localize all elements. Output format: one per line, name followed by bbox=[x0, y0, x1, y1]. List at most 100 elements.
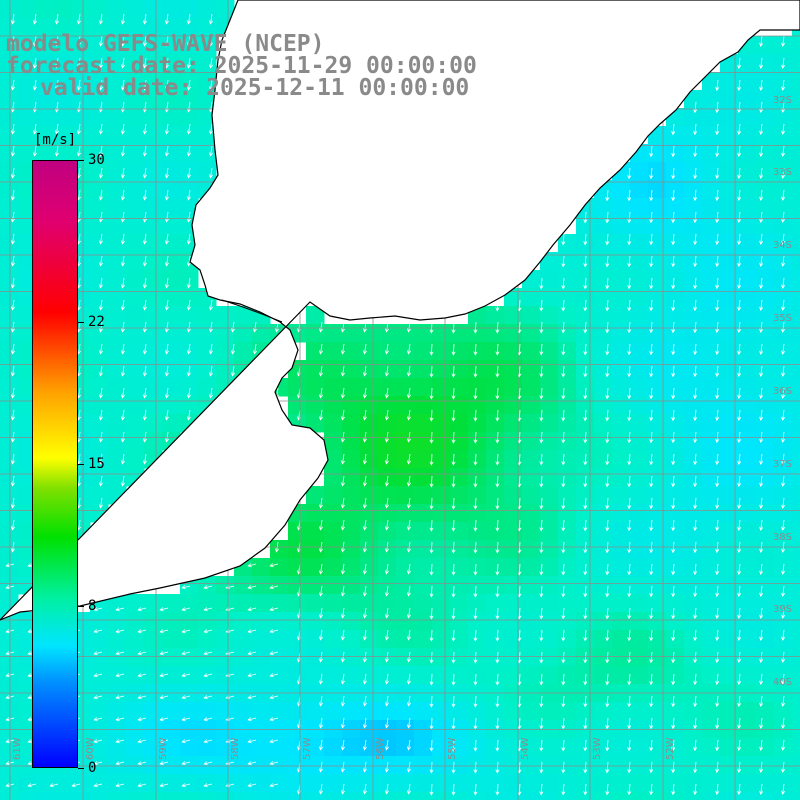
wind-arrow bbox=[362, 453, 367, 465]
wind-arrow bbox=[10, 519, 15, 531]
wind-cell bbox=[342, 414, 361, 433]
wind-cell bbox=[450, 432, 469, 451]
wind-cell bbox=[432, 630, 451, 649]
wind-cell bbox=[396, 558, 415, 577]
wind-cell bbox=[720, 666, 739, 685]
wind-arrow bbox=[693, 145, 698, 158]
wind-arrow bbox=[671, 321, 676, 334]
wind-cell bbox=[702, 792, 721, 800]
wind-cell bbox=[0, 450, 19, 469]
wind-cell bbox=[342, 612, 361, 631]
wind-arrow bbox=[583, 409, 588, 422]
wind-arrow bbox=[384, 673, 389, 685]
wind-cell bbox=[468, 666, 487, 685]
wind-cell bbox=[648, 648, 667, 667]
wind-cell bbox=[306, 738, 325, 757]
wind-cell bbox=[90, 432, 109, 451]
wind-cell bbox=[432, 468, 451, 487]
wind-arrow bbox=[627, 475, 632, 488]
wind-arrow bbox=[10, 13, 15, 25]
wind-cell bbox=[594, 522, 613, 541]
wind-cell bbox=[54, 90, 73, 109]
wind-arrow bbox=[10, 497, 15, 509]
wind-arrow bbox=[120, 343, 125, 355]
wind-cell bbox=[162, 108, 181, 127]
wind-cell bbox=[72, 0, 91, 19]
wind-cell bbox=[162, 36, 181, 55]
wind-cell bbox=[144, 396, 163, 415]
wind-arrow bbox=[203, 651, 213, 656]
wind-arrow bbox=[340, 717, 345, 729]
wind-arrow bbox=[781, 519, 786, 531]
wind-arrow bbox=[340, 629, 345, 641]
wind-arrow bbox=[230, 321, 235, 333]
wind-arrow bbox=[781, 145, 786, 157]
wind-cell bbox=[18, 468, 37, 487]
wind-cell bbox=[396, 324, 415, 343]
wind-arrow bbox=[649, 453, 654, 466]
wind-cell bbox=[738, 576, 757, 595]
wind-cell bbox=[324, 702, 343, 721]
wind-arrow bbox=[627, 453, 632, 466]
wind-cell bbox=[756, 738, 775, 757]
wind-arrow bbox=[759, 497, 764, 509]
wind-arrow bbox=[693, 761, 698, 774]
wind-arrow bbox=[759, 651, 764, 663]
wind-arrow bbox=[203, 585, 213, 590]
wind-cell bbox=[324, 468, 343, 487]
wind-arrow bbox=[115, 717, 125, 722]
wind-cell bbox=[288, 666, 307, 685]
wind-arrow bbox=[406, 607, 411, 619]
wind-cell bbox=[648, 324, 667, 343]
wind-arrow bbox=[627, 673, 632, 686]
wind-cell bbox=[0, 576, 19, 595]
wind-cell bbox=[468, 414, 487, 433]
wind-arrow bbox=[137, 673, 147, 678]
wind-arrow bbox=[737, 475, 742, 488]
wind-cell bbox=[18, 108, 37, 127]
wind-cell bbox=[666, 774, 685, 793]
wind-cell bbox=[720, 198, 739, 217]
wind-cell bbox=[720, 792, 739, 800]
wind-arrow bbox=[583, 761, 588, 774]
wind-cell bbox=[684, 252, 703, 271]
wind-arrow bbox=[473, 519, 478, 532]
wind-arrow bbox=[120, 79, 125, 91]
wind-cell bbox=[702, 324, 721, 343]
wind-arrow bbox=[583, 519, 588, 532]
wind-cell bbox=[756, 612, 775, 631]
wind-arrow bbox=[737, 255, 742, 268]
wind-cell bbox=[126, 252, 145, 271]
wind-arrow bbox=[627, 739, 632, 752]
wind-cell bbox=[468, 504, 487, 523]
wind-arrow bbox=[781, 233, 786, 245]
wind-cell bbox=[612, 360, 631, 379]
wind-arrow bbox=[98, 299, 103, 311]
wind-cell bbox=[36, 144, 55, 163]
wind-cell bbox=[792, 180, 800, 199]
wind-cell bbox=[72, 774, 91, 793]
wind-cell bbox=[540, 702, 559, 721]
wind-arrow bbox=[671, 365, 676, 378]
wind-arrow bbox=[120, 145, 125, 157]
wind-cell bbox=[558, 540, 577, 559]
wind-arrow bbox=[693, 563, 698, 576]
wind-cell bbox=[342, 360, 361, 379]
wind-arrow bbox=[269, 761, 279, 766]
wind-arrow bbox=[164, 409, 169, 421]
wind-cell bbox=[684, 666, 703, 685]
wind-arrow bbox=[693, 497, 698, 510]
wind-cell bbox=[306, 594, 325, 613]
wind-cell bbox=[450, 576, 469, 595]
wind-arrow bbox=[230, 343, 235, 355]
wind-cell bbox=[36, 18, 55, 37]
wind-cell bbox=[306, 648, 325, 667]
wind-arrow bbox=[781, 299, 786, 311]
wind-cell bbox=[540, 414, 559, 433]
wind-arrow bbox=[737, 211, 742, 224]
wind-arrow bbox=[362, 387, 367, 399]
wind-cell bbox=[378, 522, 397, 541]
wind-cell bbox=[216, 630, 235, 649]
wind-arrow bbox=[561, 321, 566, 334]
wind-arrow bbox=[693, 673, 698, 686]
